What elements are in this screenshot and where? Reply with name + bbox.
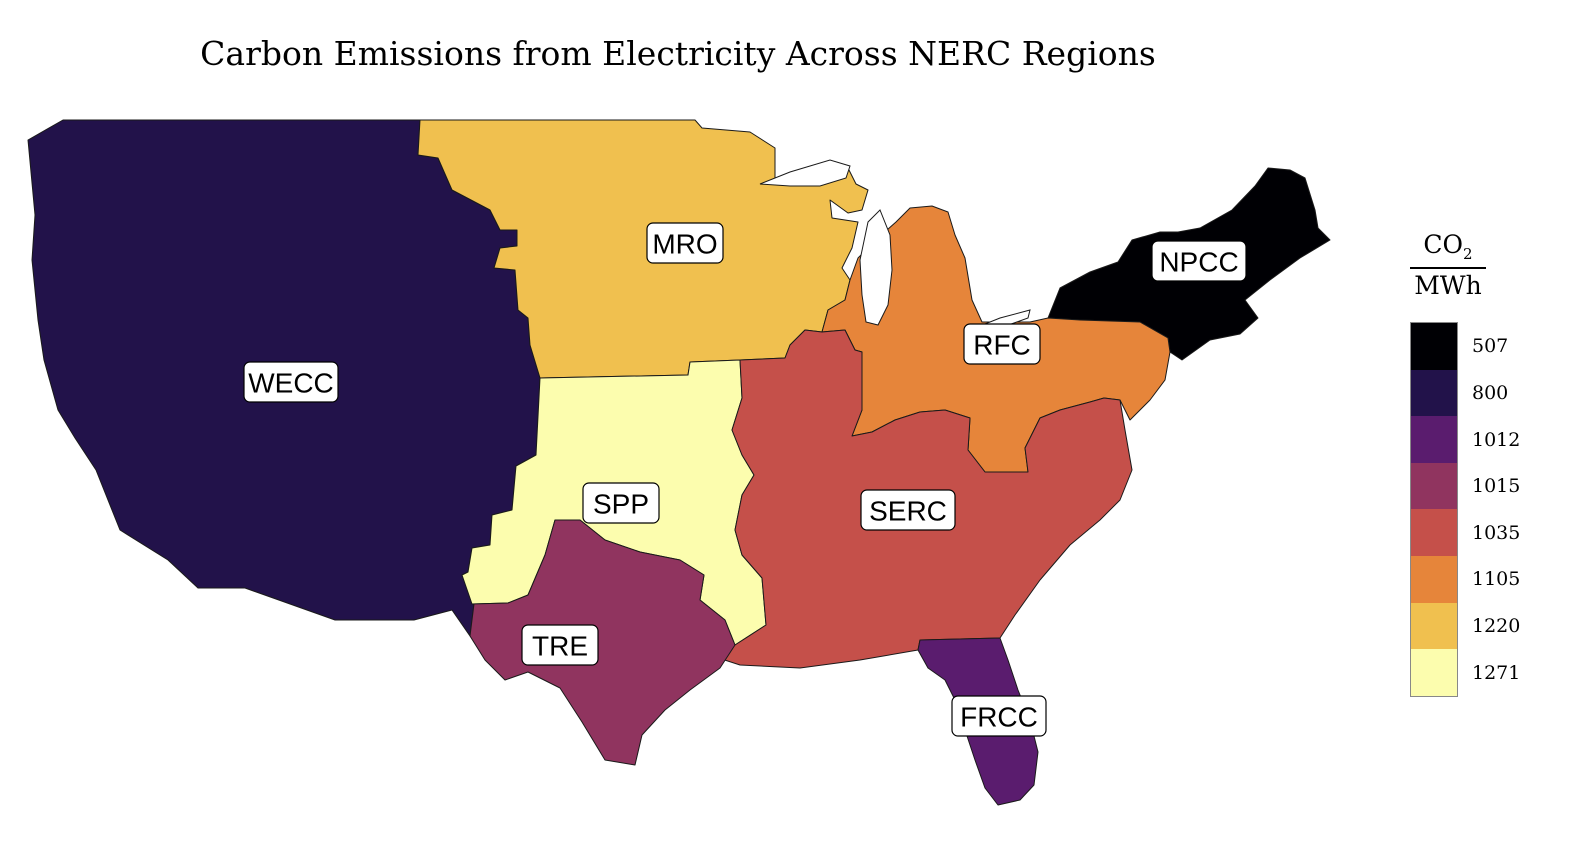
region-label-frcc: FRCC [960, 702, 1038, 733]
region-label-npcc: NPCC [1159, 247, 1238, 278]
lake-michigan [859, 209, 893, 326]
region-label-box-frcc [951, 695, 1047, 737]
region-label-box-tre [521, 624, 599, 666]
colorbar-tick-label: 1015 [1472, 475, 1521, 498]
lake-superior [759, 159, 851, 187]
colorbar: CO2 MWh 507 800 1012 1015 1035 1105 1220 1271 [1410, 230, 1560, 697]
region-tre[interactable] [469, 519, 736, 766]
colorbar-swatch-1220 [1411, 602, 1457, 650]
region-label-rfc: RFC [973, 330, 1031, 361]
region-label-box-npcc [1151, 240, 1247, 282]
colorbar-swatch-1105 [1411, 555, 1457, 603]
region-label-tre: TRE [532, 631, 588, 662]
colorbar-tick-label: 1035 [1472, 521, 1521, 544]
colorbar-tick-label: 1012 [1472, 428, 1521, 451]
region-label-box-wecc [243, 361, 339, 403]
colorbar-swatch-1015 [1411, 462, 1457, 510]
colorbar-numerator: CO2 [1423, 230, 1473, 263]
colorbar-swatch-1271 [1411, 649, 1457, 696]
region-label-box-mro [646, 222, 724, 264]
colorbar-fraction-rule [1410, 267, 1486, 269]
region-label-wecc: WECC [248, 368, 334, 399]
colorbar-tick-label: 507 [1472, 335, 1509, 358]
region-label-spp: SPP [593, 489, 649, 520]
region-label-mro: MRO [652, 229, 717, 260]
region-label-box-rfc [963, 323, 1041, 365]
colorbar-swatch-1012 [1411, 416, 1457, 463]
colorbar-swatch-800 [1411, 369, 1457, 417]
colorbar-swatch-1035 [1411, 509, 1457, 556]
colorbar-tick-label: 1220 [1472, 614, 1521, 637]
colorbar-tick-label: 1105 [1472, 568, 1521, 591]
colorbar-tick-label: 1271 [1472, 661, 1521, 684]
map-canvas: WECC MRO NPCC RFC SPP SERC TRE FRCC [27, 119, 1331, 806]
colorbar-title: CO2 MWh [1410, 230, 1486, 299]
colorbar-swatch-507 [1411, 323, 1457, 370]
colorbar-tick-label: 800 [1472, 381, 1509, 404]
region-label-box-serc [860, 489, 956, 531]
colorbar-swatches [1410, 322, 1458, 697]
colorbar-denominator: MWh [1414, 271, 1482, 300]
region-label-box-spp [582, 482, 660, 524]
map-title: Carbon Emissions from Electricity Across… [200, 34, 1156, 73]
region-label-serc: SERC [869, 496, 947, 527]
